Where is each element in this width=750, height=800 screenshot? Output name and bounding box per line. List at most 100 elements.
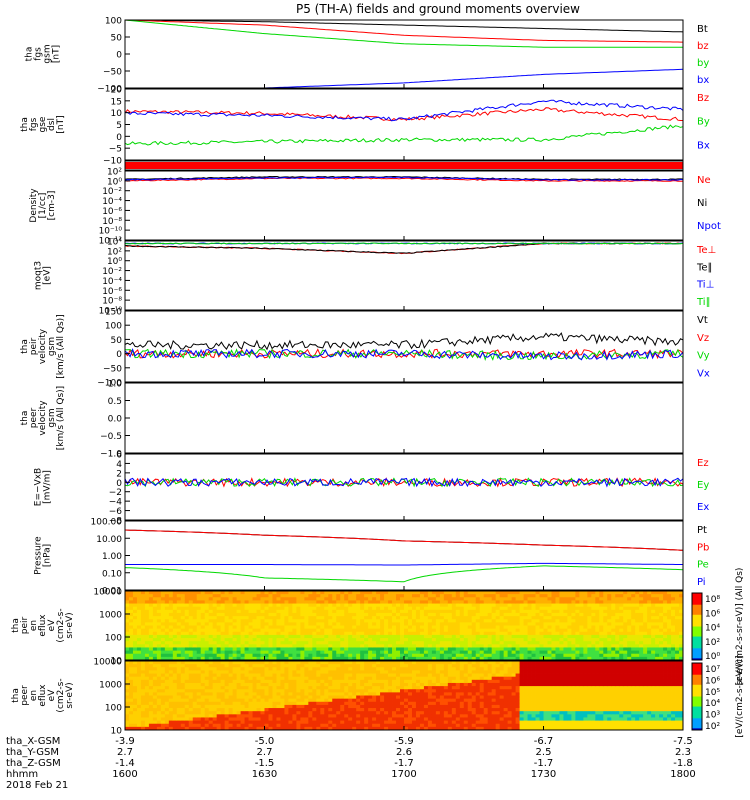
heatmap-cell	[511, 600, 516, 604]
heatmap-cell	[140, 625, 146, 630]
heatmap-cell	[240, 695, 245, 700]
heatmap-cell	[655, 609, 660, 614]
heatmap-cell	[467, 644, 473, 648]
heatmap-cell	[531, 650, 536, 655]
heatmap-cell	[308, 717, 313, 721]
heatmap-cell	[212, 679, 218, 684]
heatmap-cell	[555, 656, 560, 661]
heatmap-cell	[531, 653, 536, 658]
heatmap-cell	[431, 609, 437, 614]
heatmap-cell	[423, 594, 429, 598]
heatmap-cell	[599, 606, 604, 611]
heatmap-cell	[483, 591, 489, 595]
heatmap-cell	[272, 708, 277, 712]
heatmap-cell	[228, 622, 234, 626]
heatmap-cell	[595, 634, 600, 639]
heatmap-cell	[192, 619, 198, 623]
heatmap-cell	[212, 682, 218, 687]
heatmap-cell	[348, 656, 353, 661]
heatmap-cell	[264, 689, 269, 693]
heatmap-cell	[244, 714, 249, 718]
y-axis-label: sr-eV)	[65, 612, 75, 638]
heatmap-cell	[435, 653, 441, 658]
heatmap-cell	[125, 591, 130, 595]
heatmap-cell	[348, 622, 353, 626]
heatmap-cell	[679, 606, 684, 611]
heatmap-cell	[527, 634, 532, 639]
heatmap-cell	[400, 641, 405, 645]
heatmap-cell	[320, 717, 325, 721]
heatmap-cell	[407, 723, 413, 728]
heatmap-cell	[308, 670, 313, 674]
heatmap-cell	[125, 594, 130, 598]
heatmap-cell	[639, 647, 644, 651]
heatmap-cell	[583, 619, 588, 623]
heatmap-cell	[380, 661, 385, 665]
heatmap-cell	[316, 708, 321, 712]
heatmap-cell	[615, 597, 620, 601]
heatmap-cell	[216, 717, 222, 721]
heatmap-cell	[324, 609, 329, 614]
heatmap-cell	[396, 591, 401, 595]
heatmap-cell	[304, 625, 309, 630]
heatmap-cell	[180, 692, 186, 696]
heatmap-cell	[380, 612, 385, 617]
heatmap-cell	[507, 622, 513, 626]
heatmap-cell	[256, 670, 261, 674]
heatmap-cell	[204, 670, 210, 674]
heatmap-cell	[128, 628, 134, 633]
heatmap-cell	[196, 650, 202, 655]
heatmap-cell	[176, 717, 182, 721]
heatmap-cell	[324, 650, 329, 655]
heatmap-cell	[384, 664, 389, 668]
heatmap-cell	[431, 603, 437, 608]
y-tick-label: 100	[105, 17, 122, 27]
heatmap-cell	[132, 686, 138, 690]
heatmap-cell	[136, 656, 142, 661]
heatmap-cell	[479, 616, 485, 620]
heatmap-cell	[168, 701, 174, 706]
y-axis-label: fgs	[29, 117, 39, 131]
heatmap-cell	[471, 653, 477, 658]
heatmap-cell	[220, 695, 226, 700]
heatmap-cell	[447, 634, 453, 639]
heatmap-cell	[212, 612, 218, 617]
heatmap-cell	[396, 634, 401, 639]
heatmap-cell	[336, 656, 341, 661]
heatmap-cell	[180, 631, 186, 636]
heatmap-cell	[607, 656, 612, 661]
heatmap-cell	[455, 619, 461, 623]
heatmap-cell	[148, 616, 154, 620]
heatmap-cell	[407, 641, 413, 645]
heatmap-cell	[204, 631, 210, 636]
heatmap-cell	[639, 591, 644, 595]
heatmap-cell	[152, 594, 158, 598]
heatmap-cell	[643, 600, 648, 604]
heatmap-cell	[208, 606, 214, 611]
heatmap-cell	[451, 603, 457, 608]
heatmap-cell	[324, 600, 329, 604]
heatmap-cell	[125, 656, 130, 661]
heatmap-cell	[671, 644, 676, 648]
heatmap-cell	[224, 679, 230, 684]
heatmap-cell	[559, 619, 564, 623]
heatmap-cell	[376, 634, 381, 639]
heatmap-cell	[372, 641, 377, 645]
heatmap-cell	[635, 650, 640, 655]
heatmap-cell	[384, 670, 389, 674]
heatmap-cell	[675, 628, 680, 633]
heatmap-cell	[164, 695, 170, 700]
heatmap-cell	[655, 603, 660, 608]
heatmap-cell	[268, 676, 273, 681]
heatmap-cell	[148, 653, 154, 658]
heatmap-cell	[292, 673, 297, 678]
heatmap-cell	[372, 720, 377, 725]
heatmap-cell	[336, 714, 341, 718]
heatmap-cell	[180, 625, 186, 630]
heatmap-cell	[511, 606, 516, 611]
heatmap-cell	[300, 695, 305, 700]
heatmap-cell	[344, 625, 349, 630]
heatmap-cell	[348, 682, 353, 687]
heatmap-cell	[252, 600, 257, 604]
legend-Pt: Pt	[697, 525, 707, 536]
